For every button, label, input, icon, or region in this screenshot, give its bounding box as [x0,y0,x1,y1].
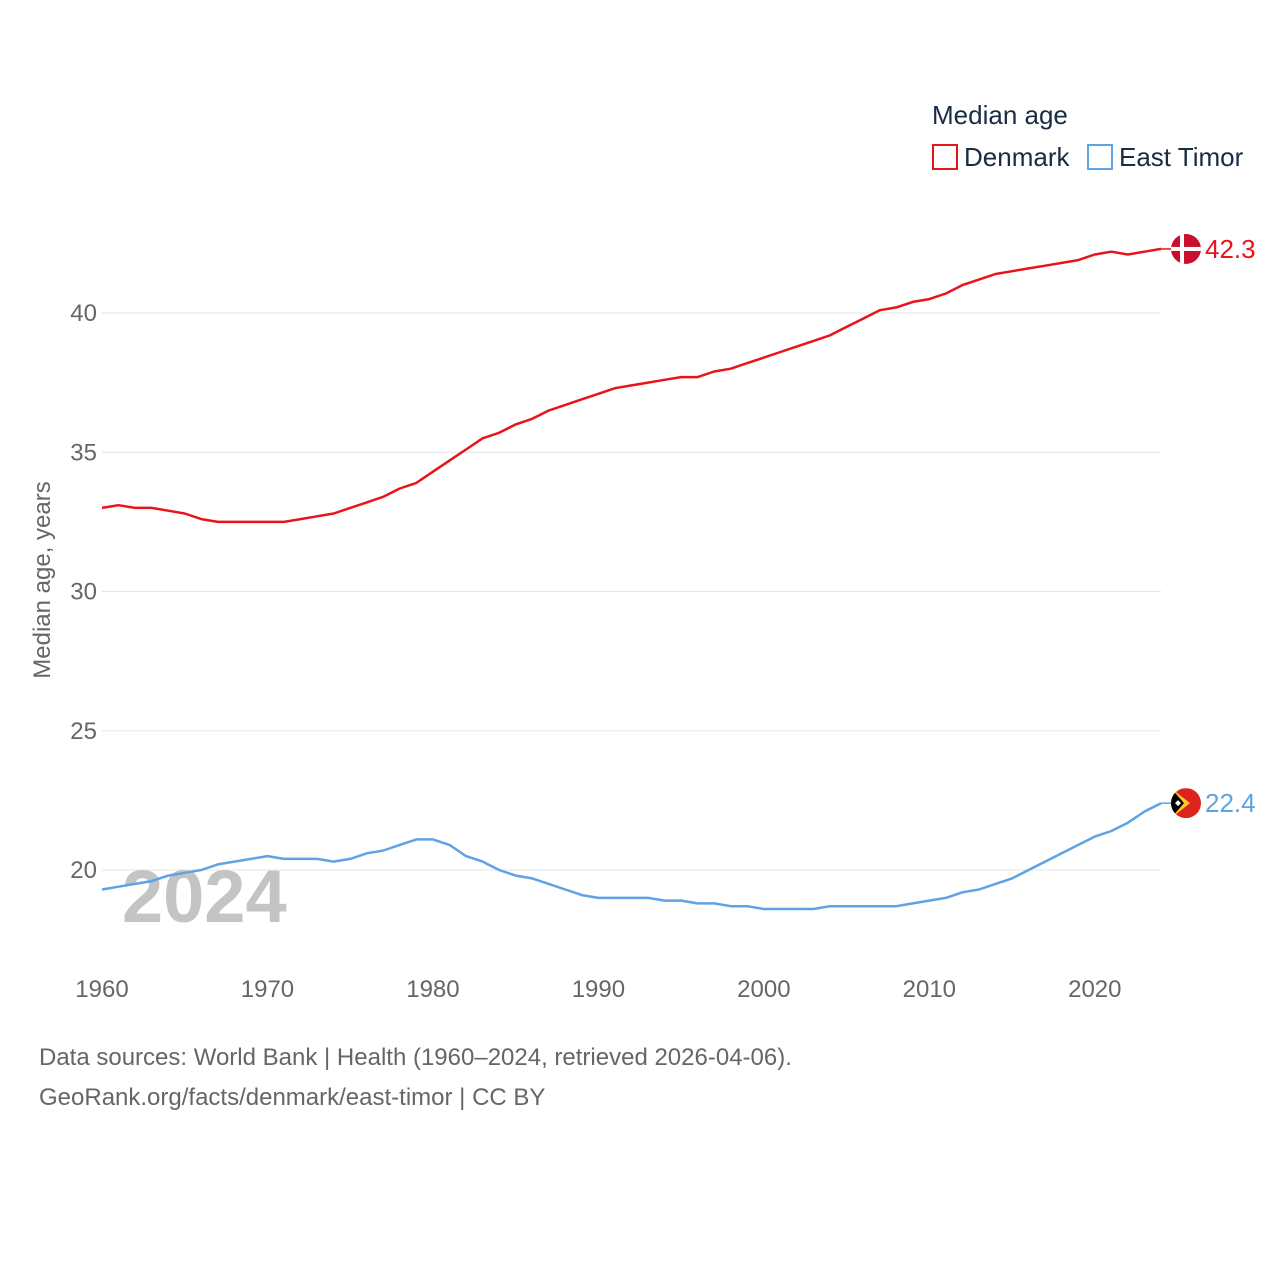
y-tick-label-25: 25 [70,718,97,745]
end-value-label-east-timor: 22.4 [1205,788,1256,818]
legend-title: Median age [932,100,1068,130]
legend: Median age Denmark East Timor [932,100,1244,172]
series-line-east-timor [101,802,1162,911]
x-tick-label-2010: 2010 [903,976,956,1003]
series-end-markers: 42.3 22.4 [1161,233,1256,819]
legend-item-denmark[interactable]: Denmark [932,142,1070,172]
east-timor-flag-icon [1171,788,1201,819]
y-tick-label-35: 35 [70,439,97,466]
series-line-denmark [101,247,1162,524]
y-axis-ticks: 20 25 30 35 40 [70,300,97,884]
gridlines [102,312,1161,871]
legend-swatch-denmark [932,144,958,170]
legend-label-denmark: Denmark [964,142,1070,172]
attribution-link[interactable]: GeoRank.org/facts/denmark/east-timor | C… [39,1084,546,1111]
x-axis-ticks: 1960 1970 1980 1990 2000 2010 2020 [75,976,1121,1003]
x-tick-label-1980: 1980 [406,976,459,1003]
data-source-line: Data sources: World Bank | Health (1960–… [39,1044,792,1071]
x-tick-label-1970: 1970 [241,976,294,1003]
legend-item-east-timor[interactable]: East Timor [1087,142,1244,172]
year-watermark: 2024 [122,855,287,938]
x-tick-label-1960: 1960 [75,976,128,1003]
y-tick-label-40: 40 [70,300,97,327]
legend-swatch-east-timor [1087,144,1113,170]
x-tick-label-2000: 2000 [737,976,790,1003]
y-axis-label: Median age, years [29,481,56,678]
legend-label-east-timor: East Timor [1119,142,1244,172]
end-value-label-denmark: 42.3 [1205,234,1256,264]
x-tick-label-1990: 1990 [572,976,625,1003]
y-tick-label-20: 20 [70,857,97,884]
x-tick-label-2020: 2020 [1068,976,1121,1003]
denmark-flag-icon [1171,233,1201,264]
series-lines [101,247,1162,911]
y-tick-label-30: 30 [70,579,97,606]
